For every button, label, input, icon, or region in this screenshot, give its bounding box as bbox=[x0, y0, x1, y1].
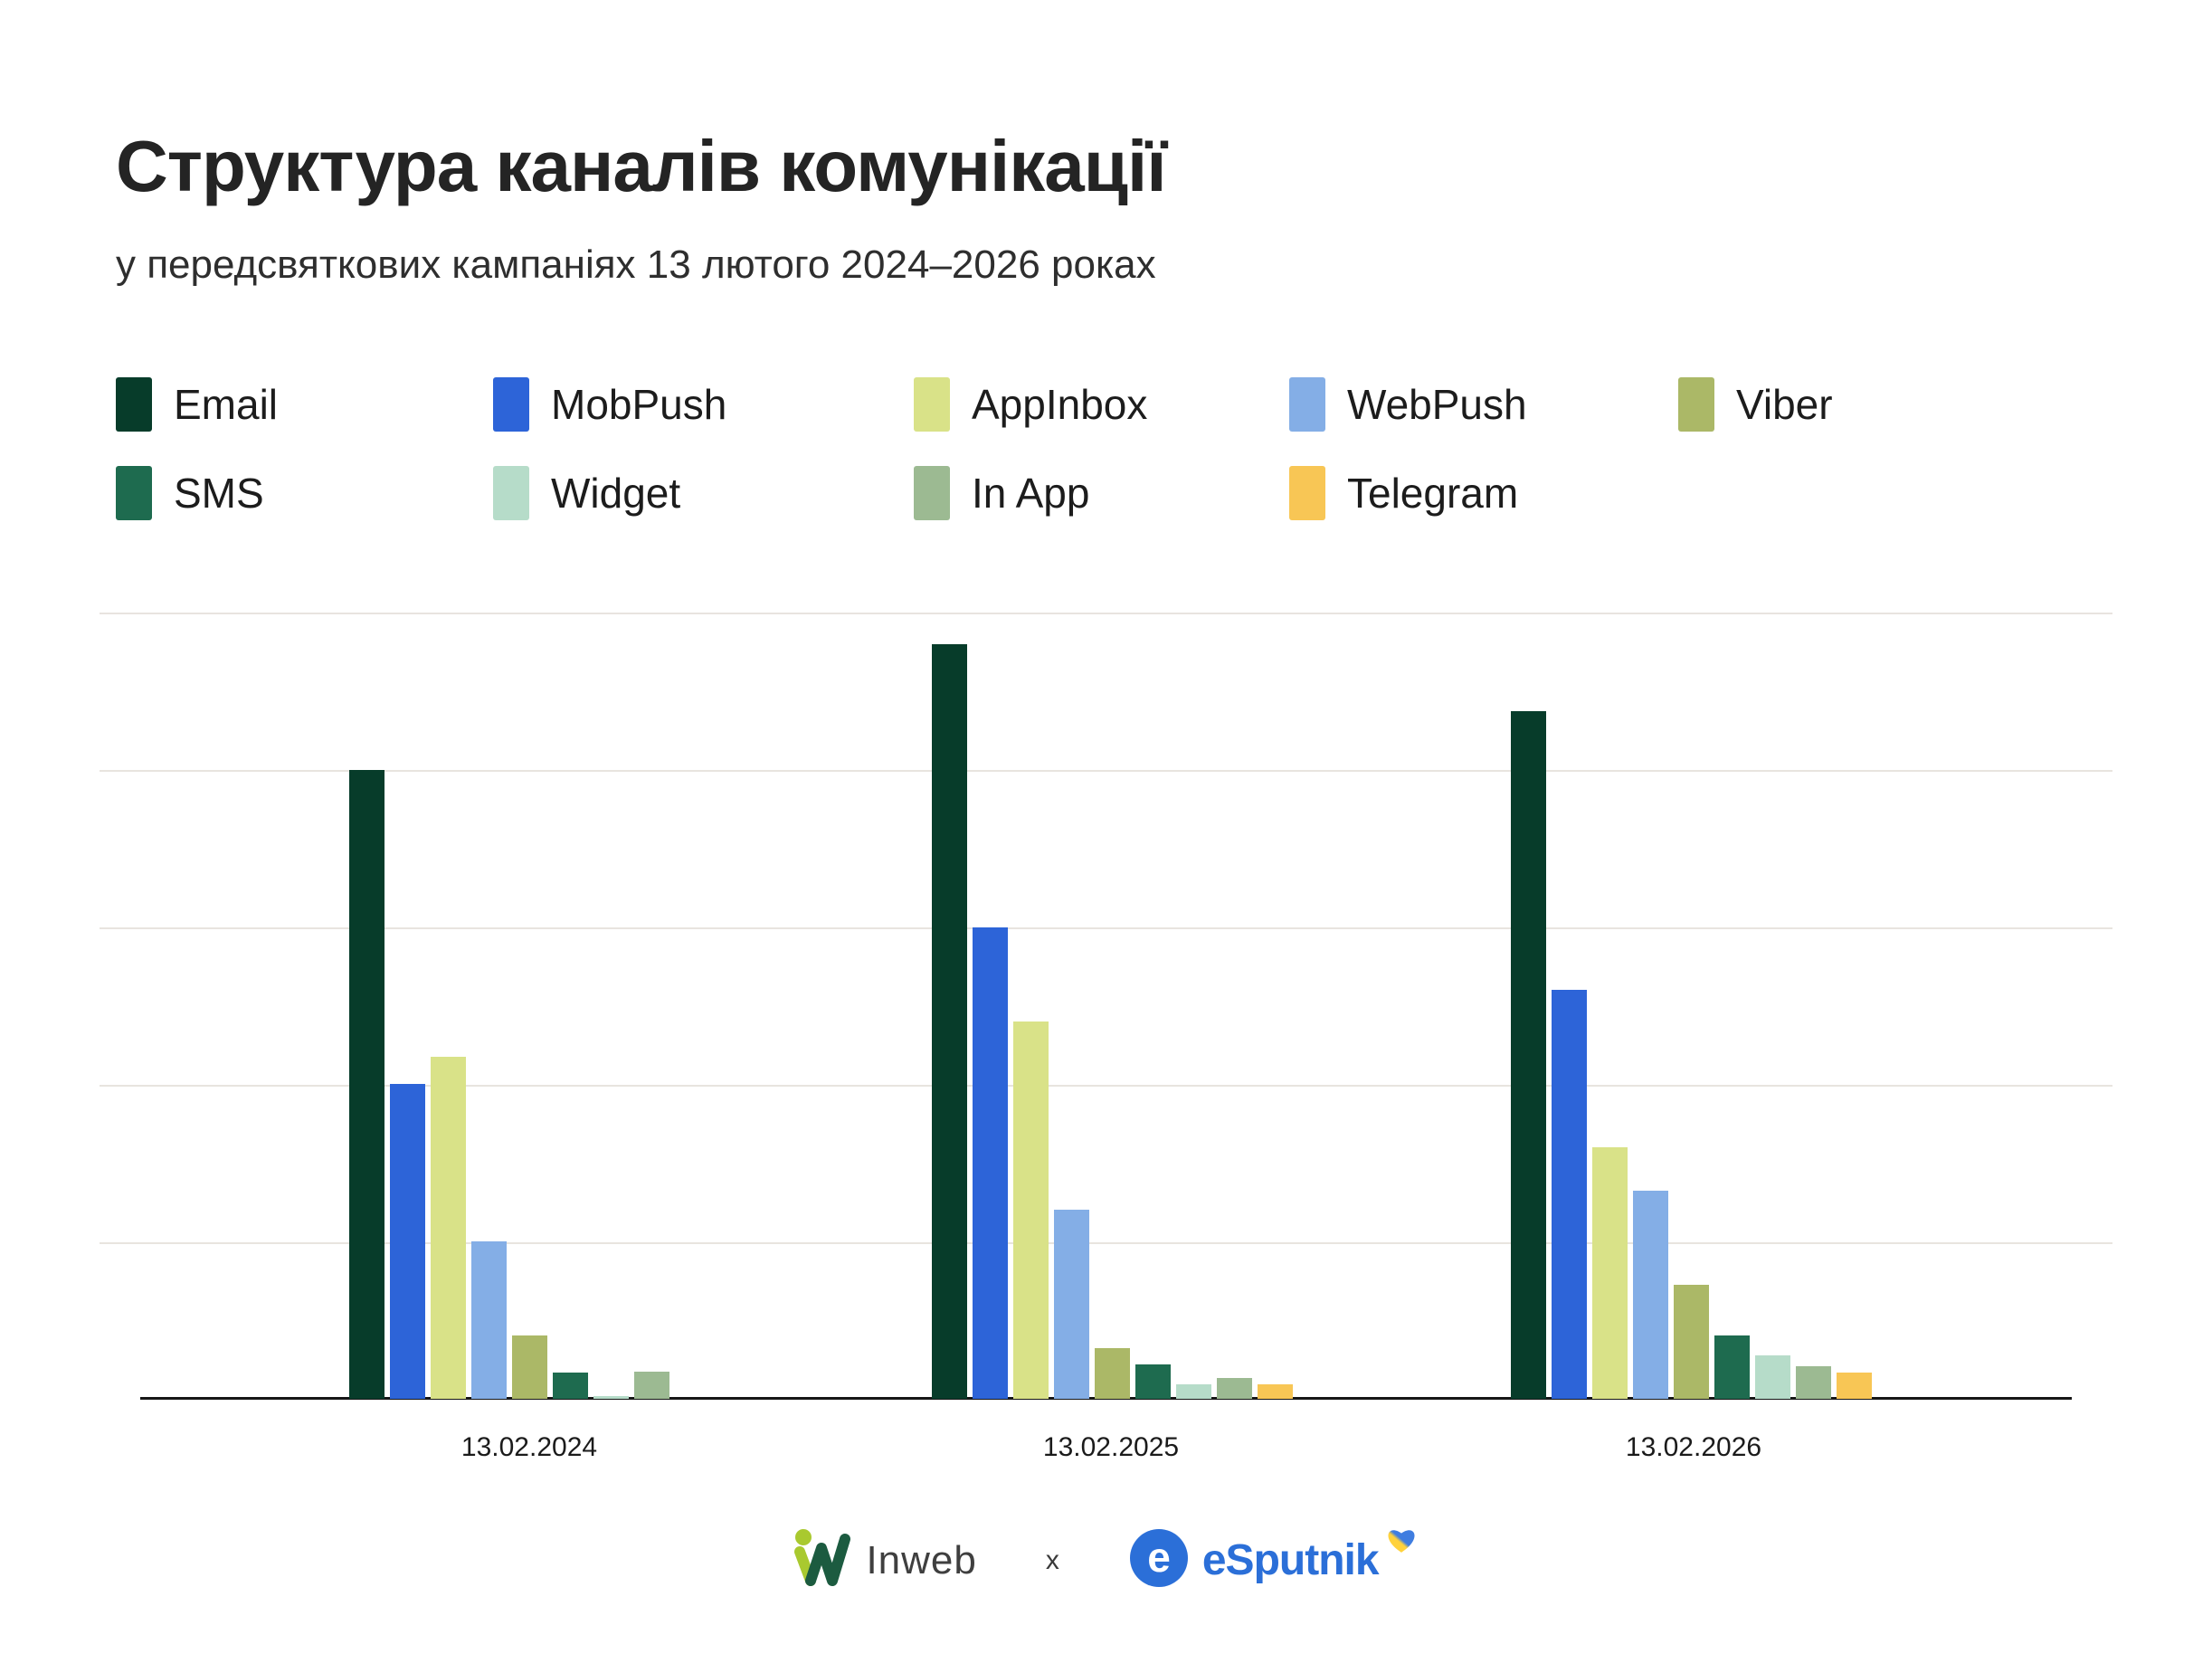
category-label: 13.02.2025 bbox=[1042, 1432, 1180, 1462]
bar-mobpush-13.02.2024 bbox=[390, 1084, 425, 1399]
footer-separator: x bbox=[1045, 1544, 1059, 1575]
legend-swatch bbox=[1678, 377, 1714, 432]
bar-sms-13.02.2024 bbox=[553, 1373, 588, 1399]
footer-logos: Inweb x e eSputnik bbox=[0, 1527, 2212, 1593]
bar-telegram-13.02.2026 bbox=[1837, 1373, 1872, 1399]
gridline bbox=[100, 1085, 2112, 1087]
bar-in-app-13.02.2024 bbox=[634, 1372, 669, 1399]
inweb-logo-icon bbox=[790, 1527, 853, 1593]
bar-appinbox-13.02.2024 bbox=[431, 1057, 466, 1399]
legend-swatch bbox=[493, 466, 529, 520]
legend-item-telegram: Telegram bbox=[1289, 465, 1518, 521]
esputnik-logo-text: eSputnik bbox=[1201, 1536, 1380, 1584]
esputnik-logo: e eSputnik bbox=[1128, 1527, 1422, 1593]
bar-appinbox-13.02.2026 bbox=[1592, 1147, 1628, 1399]
bar-widget-13.02.2026 bbox=[1755, 1355, 1790, 1399]
legend-label: Telegram bbox=[1347, 470, 1519, 517]
gridline bbox=[100, 613, 2112, 614]
legend-item-email: Email bbox=[116, 376, 278, 432]
ukraine-heart-icon bbox=[1386, 1525, 1417, 1559]
gridline bbox=[100, 1242, 2112, 1244]
esputnik-logo-icon: e bbox=[1128, 1527, 1190, 1593]
bar-sms-13.02.2025 bbox=[1135, 1364, 1171, 1399]
page-subtitle: у передсвяткових кампаніях 13 лютого 202… bbox=[116, 242, 1156, 287]
legend-item-widget: Widget bbox=[493, 465, 680, 521]
legend-label: Viber bbox=[1736, 381, 1833, 428]
legend-item-webpush: WebPush bbox=[1289, 376, 1527, 432]
bar-webpush-13.02.2026 bbox=[1633, 1191, 1668, 1399]
bar-widget-13.02.2025 bbox=[1176, 1384, 1211, 1399]
bar-viber-13.02.2026 bbox=[1674, 1285, 1709, 1399]
legend-label: SMS bbox=[174, 470, 264, 517]
bar-mobpush-13.02.2026 bbox=[1552, 990, 1587, 1399]
legend-label: In App bbox=[972, 470, 1090, 517]
bar-appinbox-13.02.2025 bbox=[1013, 1022, 1049, 1399]
legend-item-appinbox: AppInbox bbox=[914, 376, 1147, 432]
legend-item-mobpush: MobPush bbox=[493, 376, 726, 432]
inweb-logo-text: Inweb bbox=[866, 1537, 977, 1582]
legend-label: Email bbox=[174, 381, 279, 428]
legend-label: WebPush bbox=[1347, 381, 1527, 428]
legend-swatch bbox=[116, 377, 152, 432]
gridline bbox=[100, 770, 2112, 772]
legend-item-in-app: In App bbox=[914, 465, 1089, 521]
legend-swatch bbox=[914, 466, 950, 520]
svg-text:e: e bbox=[1147, 1534, 1171, 1581]
legend-label: MobPush bbox=[551, 381, 727, 428]
legend-swatch bbox=[493, 377, 529, 432]
legend-swatch bbox=[116, 466, 152, 520]
legend-swatch bbox=[914, 377, 950, 432]
bar-in-app-13.02.2025 bbox=[1217, 1378, 1252, 1399]
bar-email-13.02.2026 bbox=[1511, 711, 1546, 1399]
bar-mobpush-13.02.2025 bbox=[973, 927, 1008, 1399]
bar-widget-13.02.2024 bbox=[593, 1396, 629, 1399]
bar-viber-13.02.2024 bbox=[512, 1335, 547, 1399]
bar-webpush-13.02.2025 bbox=[1054, 1210, 1089, 1399]
legend-label: AppInbox bbox=[972, 381, 1148, 428]
category-label: 13.02.2024 bbox=[460, 1432, 598, 1462]
inweb-logo: Inweb bbox=[790, 1527, 976, 1593]
bar-viber-13.02.2025 bbox=[1095, 1348, 1130, 1399]
bar-email-13.02.2024 bbox=[349, 770, 384, 1399]
gridline bbox=[100, 927, 2112, 929]
category-label: 13.02.2026 bbox=[1625, 1432, 1762, 1462]
bar-webpush-13.02.2024 bbox=[471, 1241, 507, 1399]
legend-item-sms: SMS bbox=[116, 465, 264, 521]
legend-swatch bbox=[1289, 466, 1325, 520]
legend-item-viber: Viber bbox=[1678, 376, 1833, 432]
bar-in-app-13.02.2026 bbox=[1796, 1366, 1831, 1399]
legend-label: Widget bbox=[551, 470, 681, 517]
bar-telegram-13.02.2025 bbox=[1258, 1384, 1293, 1399]
legend-swatch bbox=[1289, 377, 1325, 432]
page-title: Структура каналів комунікації bbox=[116, 126, 1167, 206]
bar-email-13.02.2025 bbox=[932, 644, 967, 1399]
bar-sms-13.02.2026 bbox=[1714, 1335, 1750, 1399]
